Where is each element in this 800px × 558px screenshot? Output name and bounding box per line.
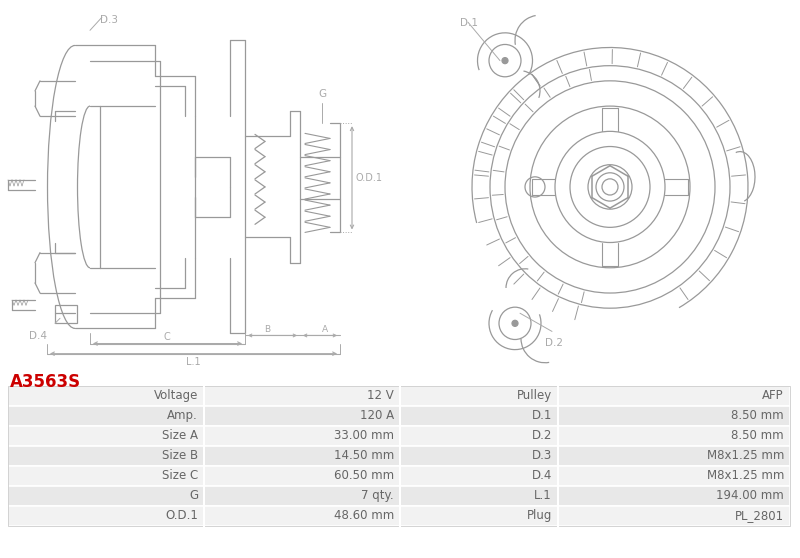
- Text: A3563S: A3563S: [10, 373, 81, 391]
- Text: 60.50 mm: 60.50 mm: [334, 469, 394, 482]
- Text: M8x1.25 mm: M8x1.25 mm: [706, 469, 784, 482]
- Bar: [55, 305, 77, 323]
- Text: O.D.1: O.D.1: [165, 509, 198, 522]
- Text: 48.60 mm: 48.60 mm: [334, 509, 394, 522]
- Text: 7 qty.: 7 qty.: [362, 489, 394, 502]
- Text: 33.00 mm: 33.00 mm: [334, 429, 394, 442]
- Text: B: B: [264, 325, 270, 334]
- Text: M8x1.25 mm: M8x1.25 mm: [706, 449, 784, 462]
- Text: D.2: D.2: [545, 339, 563, 349]
- Text: D.2: D.2: [532, 429, 552, 442]
- Circle shape: [512, 320, 518, 326]
- Text: Plug: Plug: [526, 509, 552, 522]
- Text: 12 V: 12 V: [367, 389, 394, 402]
- Bar: [8, 426, 790, 446]
- Text: D.3: D.3: [100, 15, 118, 25]
- Text: L.1: L.1: [186, 357, 200, 367]
- Text: L.1: L.1: [534, 489, 552, 502]
- Text: D.1: D.1: [532, 409, 552, 422]
- Text: D.4: D.4: [29, 331, 47, 341]
- Text: 8.50 mm: 8.50 mm: [731, 429, 784, 442]
- Text: G: G: [318, 89, 326, 99]
- Text: G: G: [189, 489, 198, 502]
- Text: Size C: Size C: [162, 469, 198, 482]
- Text: Pulley: Pulley: [517, 389, 552, 402]
- Bar: [8, 466, 790, 486]
- Text: 14.50 mm: 14.50 mm: [334, 449, 394, 462]
- Bar: [8, 386, 790, 406]
- Bar: [8, 486, 790, 506]
- Text: A: A: [322, 325, 328, 334]
- Text: Size A: Size A: [162, 429, 198, 442]
- Text: PL_2801: PL_2801: [735, 509, 784, 522]
- Text: D.3: D.3: [532, 449, 552, 462]
- Text: 194.00 mm: 194.00 mm: [716, 489, 784, 502]
- Bar: [8, 446, 790, 466]
- Bar: [8, 506, 790, 526]
- Text: Voltage: Voltage: [154, 389, 198, 402]
- Bar: [8, 406, 790, 426]
- Text: D.1: D.1: [460, 18, 478, 28]
- Circle shape: [502, 57, 508, 64]
- Text: 8.50 mm: 8.50 mm: [731, 409, 784, 422]
- Text: Size B: Size B: [162, 449, 198, 462]
- Text: 120 A: 120 A: [360, 409, 394, 422]
- Text: O.D.1: O.D.1: [355, 173, 382, 183]
- Bar: [8, 386, 790, 526]
- Text: C: C: [164, 331, 170, 341]
- Text: AFP: AFP: [762, 389, 784, 402]
- Text: D.4: D.4: [532, 469, 552, 482]
- Text: Amp.: Amp.: [167, 409, 198, 422]
